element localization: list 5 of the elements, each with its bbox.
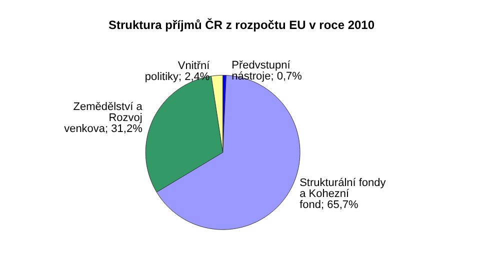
slice-label: Zemědělství a Rozvoj venkova; 31,2% (64, 100, 144, 135)
slice-label: Strukturální fondy a Kohezní fond; 65,7% (300, 176, 386, 211)
slice-label: Předvstupní nástroje; 0,7% (232, 60, 302, 83)
slice-label: Vnitřní politiky; 2,4% (144, 60, 211, 83)
chart-title: Struktura příjmů ČR z rozpočtu EU v roce 2010 (108, 18, 375, 32)
